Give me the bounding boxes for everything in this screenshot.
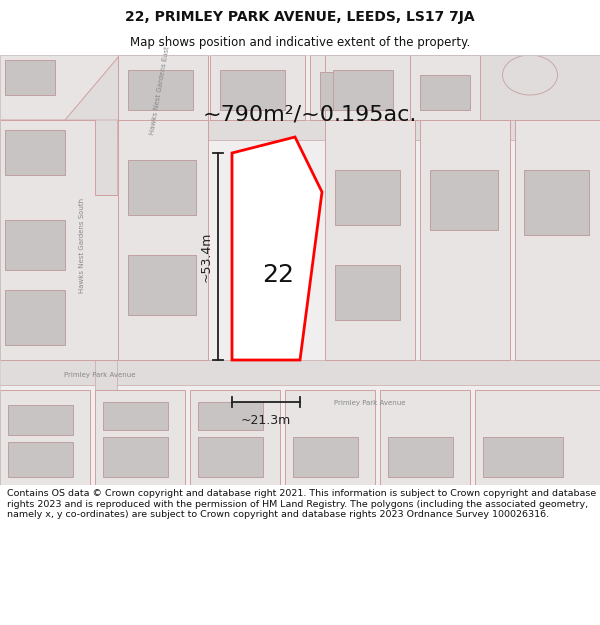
Bar [0, 360, 600, 385]
Bar [5, 220, 65, 270]
Bar [420, 75, 470, 110]
Bar [5, 290, 65, 345]
Text: 22, PRIMLEY PARK AVENUE, LEEDS, LS17 7JA: 22, PRIMLEY PARK AVENUE, LEEDS, LS17 7JA [125, 9, 475, 24]
Bar [190, 390, 280, 485]
Bar [335, 170, 400, 225]
Bar [285, 390, 375, 485]
Bar [430, 170, 498, 230]
Text: ~21.3m: ~21.3m [241, 414, 291, 427]
Bar [325, 120, 415, 360]
Bar [210, 55, 305, 120]
Bar [95, 100, 117, 395]
Bar [483, 437, 563, 477]
Text: Contains OS data © Crown copyright and database right 2021. This information is : Contains OS data © Crown copyright and d… [7, 489, 596, 519]
Bar [95, 390, 185, 485]
Bar [118, 120, 208, 360]
Bar [0, 120, 600, 140]
Bar [118, 55, 208, 120]
Bar [515, 120, 600, 360]
Bar [388, 437, 453, 477]
Bar [380, 390, 470, 485]
Bar [128, 255, 196, 315]
Bar [8, 405, 73, 435]
Polygon shape [0, 55, 120, 120]
Bar [293, 437, 358, 477]
Text: Map shows position and indicative extent of the property.: Map shows position and indicative extent… [130, 36, 470, 49]
Polygon shape [0, 120, 118, 360]
Polygon shape [410, 55, 480, 120]
Text: Hawks Nest Gardens East: Hawks Nest Gardens East [149, 45, 171, 135]
Bar [220, 70, 285, 110]
Text: Primley Park Avenue: Primley Park Avenue [64, 372, 136, 378]
Polygon shape [480, 55, 600, 120]
Bar [310, 55, 405, 120]
Bar [128, 160, 196, 215]
Bar [128, 70, 193, 110]
Text: Hawks Nest Gardens South: Hawks Nest Gardens South [79, 198, 85, 292]
Bar [333, 70, 393, 110]
Bar [0, 390, 90, 485]
Bar [320, 72, 385, 110]
Bar [8, 442, 73, 477]
Bar [103, 402, 168, 430]
Text: ~53.4m: ~53.4m [199, 231, 212, 282]
Bar [524, 170, 589, 235]
Text: Primley Park Avenue: Primley Park Avenue [334, 400, 406, 406]
Bar [5, 130, 65, 175]
Text: 22: 22 [262, 263, 294, 287]
Bar [335, 265, 400, 320]
Polygon shape [325, 55, 410, 120]
Bar [475, 390, 600, 485]
Polygon shape [0, 55, 160, 120]
Bar [103, 437, 168, 477]
Bar [198, 402, 263, 430]
Ellipse shape [503, 55, 557, 95]
Bar [410, 55, 475, 120]
Bar [420, 120, 510, 360]
Text: ~790m²/~0.195ac.: ~790m²/~0.195ac. [203, 105, 417, 125]
Bar [5, 60, 55, 95]
Polygon shape [232, 137, 322, 360]
Bar [198, 437, 263, 477]
